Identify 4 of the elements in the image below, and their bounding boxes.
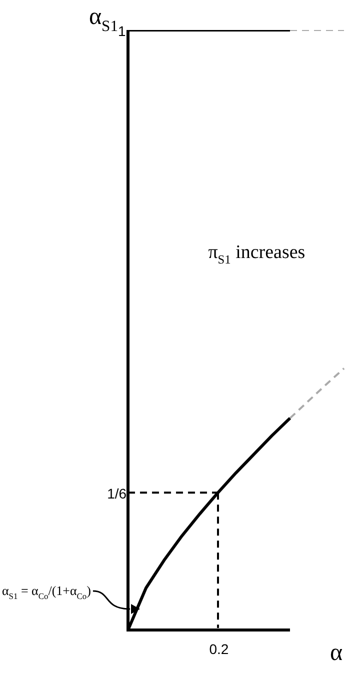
annotation: 1 [118,23,126,39]
annotation: 1/6 [107,486,127,502]
x-axis-title: α [330,640,343,666]
text: 0.2 [209,641,229,657]
